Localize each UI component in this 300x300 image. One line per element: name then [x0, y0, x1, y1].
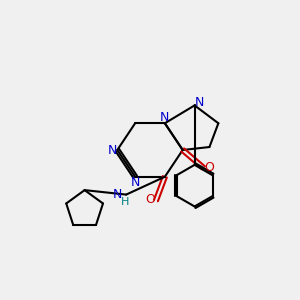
Text: N: N — [108, 143, 118, 157]
Text: N: N — [195, 96, 205, 109]
Text: O: O — [205, 161, 214, 174]
Text: H: H — [121, 197, 129, 207]
Text: N: N — [112, 188, 122, 201]
Text: O: O — [145, 193, 155, 206]
Text: N: N — [160, 111, 170, 124]
Text: N: N — [130, 176, 140, 189]
